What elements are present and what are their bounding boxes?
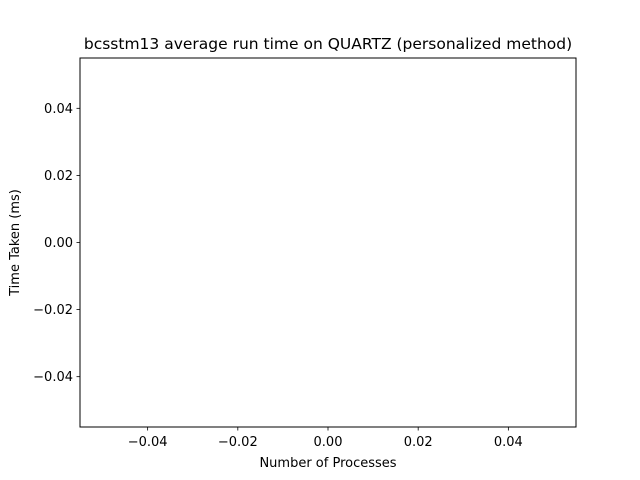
x-tick-label: 0.04 (494, 435, 523, 450)
x-axis-label: Number of Processes (259, 456, 396, 471)
y-tick-label: 0.02 (44, 169, 73, 184)
y-tick-label: −0.02 (33, 303, 73, 318)
x-tick-label: −0.02 (218, 435, 258, 450)
y-tick-label: −0.04 (33, 370, 73, 385)
plot-area (80, 58, 576, 427)
x-axis-ticks: −0.04 −0.02 0.00 0.02 0.04 (128, 427, 523, 450)
plot-frame (79, 57, 577, 428)
chart-title: bcsstm13 average run time on QUARTZ (per… (84, 35, 572, 53)
y-axis-label: Time Taken (ms) (8, 189, 23, 297)
x-tick-label: −0.04 (128, 435, 168, 450)
x-tick-label: 0.02 (404, 435, 433, 450)
y-axis-ticks: −0.04 −0.02 0.00 0.02 0.04 (33, 102, 80, 385)
y-tick-label: 0.00 (44, 236, 73, 251)
x-tick-label: 0.00 (314, 435, 343, 450)
y-tick-label: 0.04 (44, 102, 73, 117)
